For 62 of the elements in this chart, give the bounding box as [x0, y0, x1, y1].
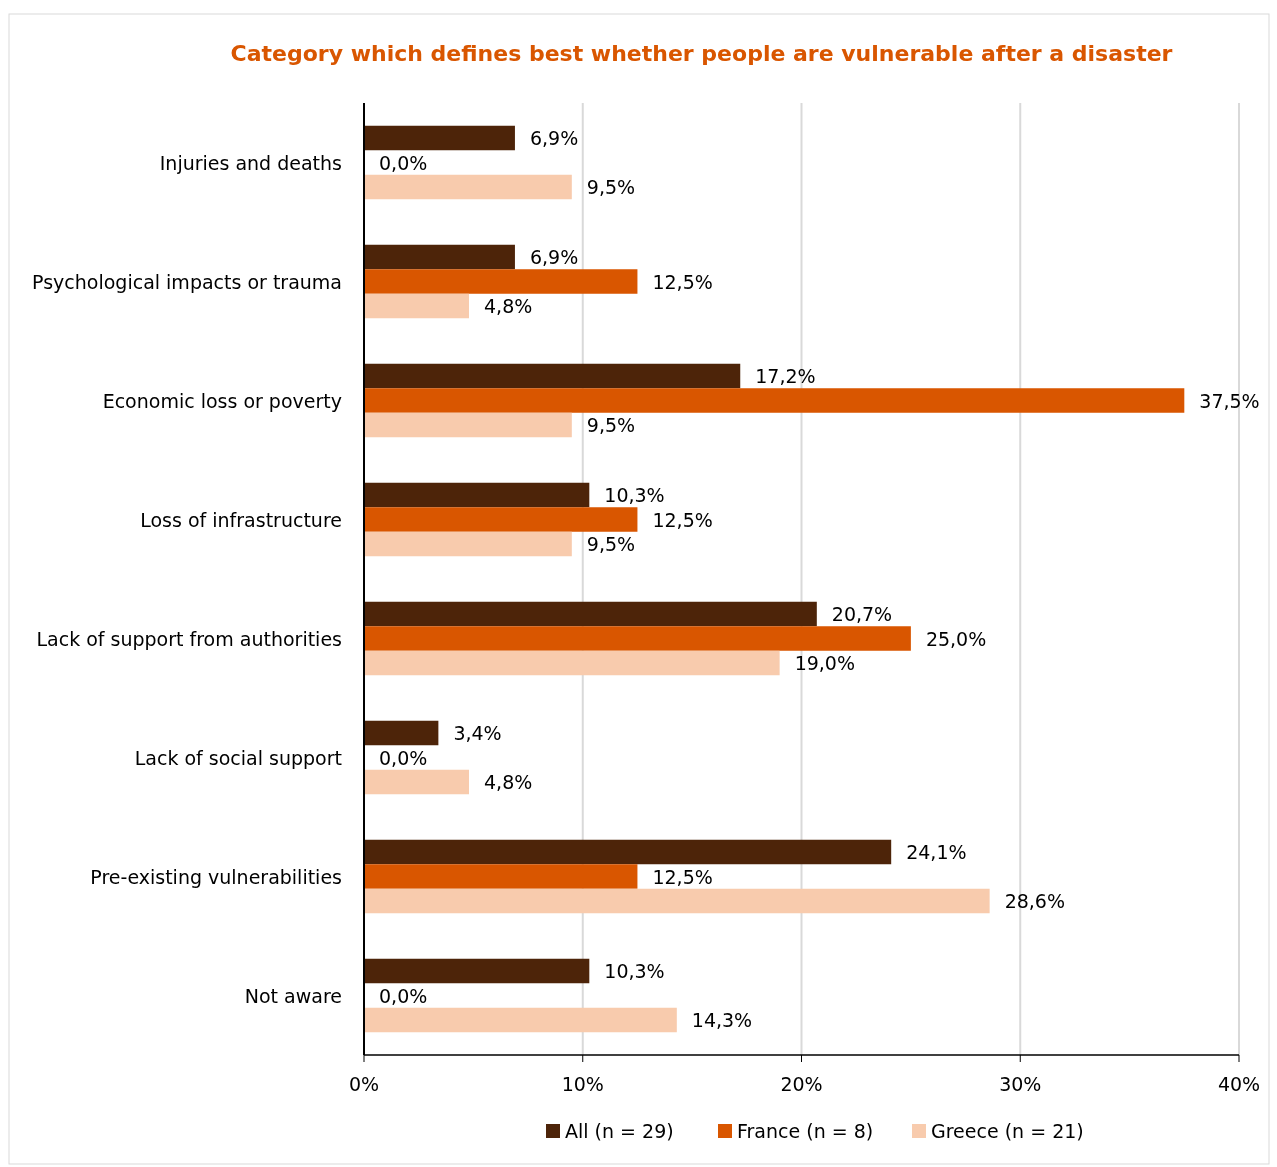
y-tick-label: Not aware [244, 984, 342, 1007]
bar [364, 293, 469, 319]
data-label: 20,7% [831, 603, 893, 625]
data-label: 19,0% [794, 652, 855, 674]
x-tick-label: 10% [561, 1073, 604, 1095]
bar [364, 244, 515, 270]
y-tick-label: Injuries and deaths [159, 151, 342, 174]
data-label: 12,5% [652, 508, 713, 531]
bar [364, 626, 911, 651]
bar [364, 888, 990, 914]
y-tick-label: Lack of support from authorities [36, 627, 342, 650]
y-tick-label: Economic loss or poverty [102, 389, 342, 412]
x-tick-label: 40% [1217, 1073, 1261, 1095]
data-label: 28,6% [1004, 890, 1065, 912]
bar [364, 531, 572, 557]
data-label: 4,8% [484, 771, 533, 793]
bar [364, 174, 572, 200]
y-tick-label: Loss of infrastructure [140, 508, 342, 531]
data-label: 24,1% [906, 841, 967, 863]
bar [364, 650, 780, 676]
y-tick-label: Psychological impacts or trauma [32, 270, 342, 293]
x-tick-label: 20% [780, 1073, 823, 1095]
legend-label: France (n = 8) [737, 1120, 874, 1142]
data-label: 6,9% [529, 246, 579, 268]
x-tick-label: 0% [348, 1073, 380, 1095]
legend-label: Greece (n = 21) [931, 1120, 1084, 1142]
data-label: 0,0% [379, 151, 428, 174]
bar [364, 125, 515, 151]
x-tick-label: 30% [999, 1073, 1042, 1095]
data-label: 10,3% [604, 484, 665, 506]
data-label: 10,3% [604, 960, 665, 982]
data-label: 14,3% [691, 1009, 753, 1031]
data-label: 6,9% [529, 127, 579, 149]
data-label: 0,0% [379, 984, 428, 1007]
bar [364, 482, 590, 508]
data-label: 12,5% [652, 270, 713, 293]
data-label: 17,2% [755, 365, 816, 387]
bar [364, 864, 638, 889]
data-label: 9,5% [586, 533, 636, 555]
y-tick-label: Pre-existing vulnerabilities [90, 865, 342, 888]
bar [364, 958, 590, 984]
y-tick-label: Lack of social support [134, 746, 342, 769]
bar [364, 769, 469, 795]
data-label: 3,4% [453, 722, 502, 744]
data-label: 9,5% [586, 176, 636, 198]
bar [364, 412, 572, 438]
bar [364, 269, 638, 294]
bar [364, 720, 439, 746]
bar [364, 507, 638, 532]
bar [364, 839, 892, 865]
data-label: 0,0% [379, 746, 428, 769]
legend-label: All (n = 29) [565, 1120, 674, 1142]
bar [364, 363, 741, 389]
bar [364, 1007, 677, 1033]
data-label: 12,5% [652, 865, 713, 888]
data-label: 37,5% [1199, 389, 1260, 412]
data-label: 25,0% [925, 627, 987, 650]
bar [364, 601, 817, 627]
data-label: 9,5% [586, 414, 636, 436]
bar [364, 388, 1185, 413]
data-label: 4,8% [484, 295, 533, 317]
chart-title: Category which defines best whether people are vulnerable after a disaster [230, 41, 1173, 66]
